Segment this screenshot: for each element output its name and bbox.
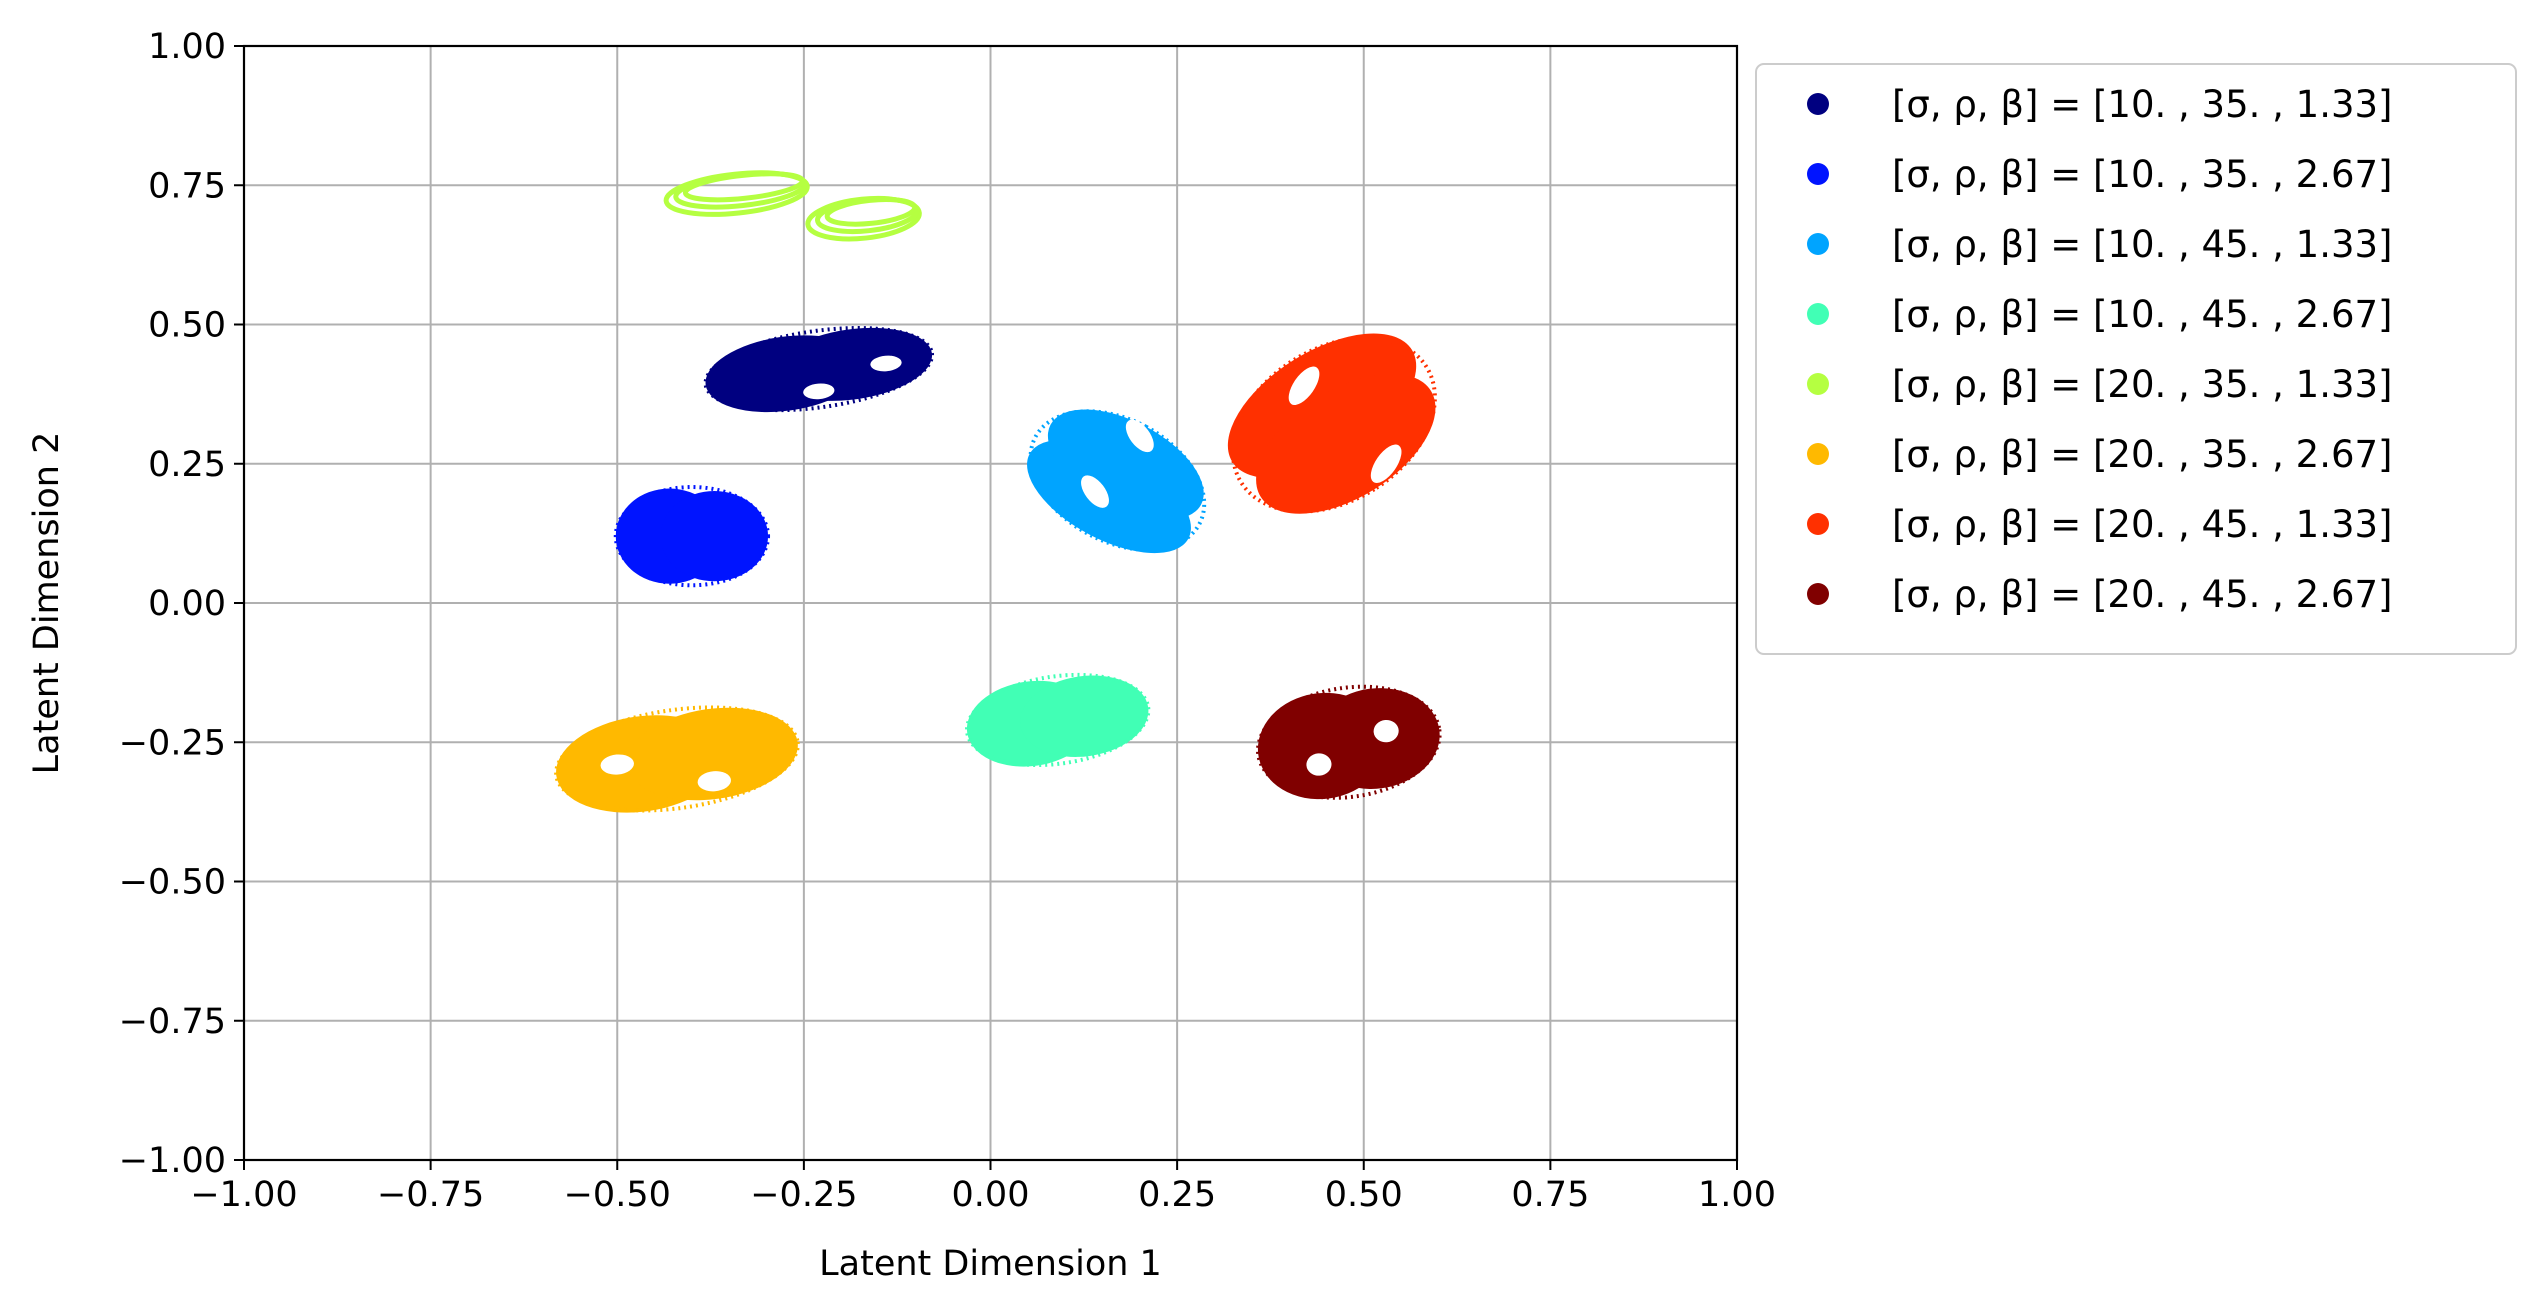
series-cluster	[616, 487, 768, 585]
legend-entry: [σ, ρ, β] = [10. , 45. , 2.67]	[1892, 293, 2393, 336]
x-tick-label: 0.25	[1138, 1175, 1216, 1215]
legend-marker	[1807, 373, 1829, 395]
x-tick-label: 0.00	[952, 1175, 1030, 1215]
x-tick-label: 0.50	[1325, 1175, 1403, 1215]
x-axis-label: Latent Dimension 1	[819, 1244, 1162, 1284]
y-tick-label: −0.50	[119, 863, 226, 903]
y-tick-label: 0.25	[148, 445, 226, 485]
legend-marker	[1807, 303, 1829, 325]
x-tick-label: 1.00	[1698, 1175, 1776, 1215]
x-tick-label: 0.75	[1511, 1175, 1589, 1215]
legend-entry: [σ, ρ, β] = [20. , 35. , 1.33]	[1892, 363, 2393, 406]
x-tick-label: −0.50	[564, 1175, 671, 1215]
y-tick-label: 1.00	[148, 27, 226, 67]
legend-entry: [σ, ρ, β] = [20. , 45. , 2.67]	[1892, 573, 2393, 616]
y-tick-label: 0.50	[148, 306, 226, 346]
y-tick-label: −0.75	[119, 1002, 226, 1042]
x-tick-label: −1.00	[190, 1175, 297, 1215]
legend-marker	[1807, 93, 1829, 115]
legend-entry: [σ, ρ, β] = [10. , 35. , 1.33]	[1892, 83, 2393, 126]
legend-entry: [σ, ρ, β] = [20. , 35. , 2.67]	[1892, 433, 2393, 476]
legend-marker	[1807, 163, 1829, 185]
legend-marker	[1807, 583, 1829, 605]
legend-entry: [σ, ρ, β] = [10. , 35. , 2.67]	[1892, 153, 2393, 196]
legend-entry: [σ, ρ, β] = [10. , 45. , 1.33]	[1892, 223, 2393, 266]
x-tick-label: −0.25	[750, 1175, 857, 1215]
legend-entry: [σ, ρ, β] = [20. , 45. , 1.33]	[1892, 503, 2393, 546]
y-tick-label: −1.00	[119, 1141, 226, 1181]
y-tick-label: 0.75	[148, 166, 226, 206]
legend-marker	[1807, 513, 1829, 535]
legend-marker	[1807, 443, 1829, 465]
x-tick-label: −0.75	[377, 1175, 484, 1215]
legend: [σ, ρ, β] = [10. , 35. , 1.33] [σ, ρ, β] …	[1756, 64, 2516, 654]
y-tick-label: −0.25	[119, 723, 226, 763]
legend-marker	[1807, 233, 1829, 255]
y-axis-label: Latent Dimension 2	[27, 432, 67, 775]
y-tick-label: 0.00	[148, 584, 226, 624]
